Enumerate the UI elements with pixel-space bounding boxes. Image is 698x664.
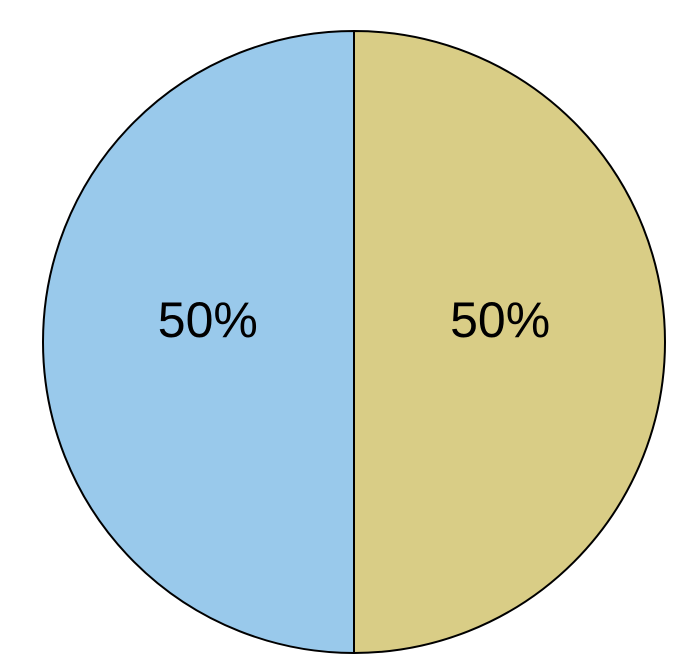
pie-slice-label-2: 50% (450, 292, 550, 348)
pie-labels: 50% 50% (158, 292, 550, 348)
pie-slice-2 (353, 30, 666, 654)
pie-slice-1 (42, 30, 355, 654)
pie-slice-label-1: 50% (158, 292, 258, 348)
pie-slices (42, 30, 666, 654)
